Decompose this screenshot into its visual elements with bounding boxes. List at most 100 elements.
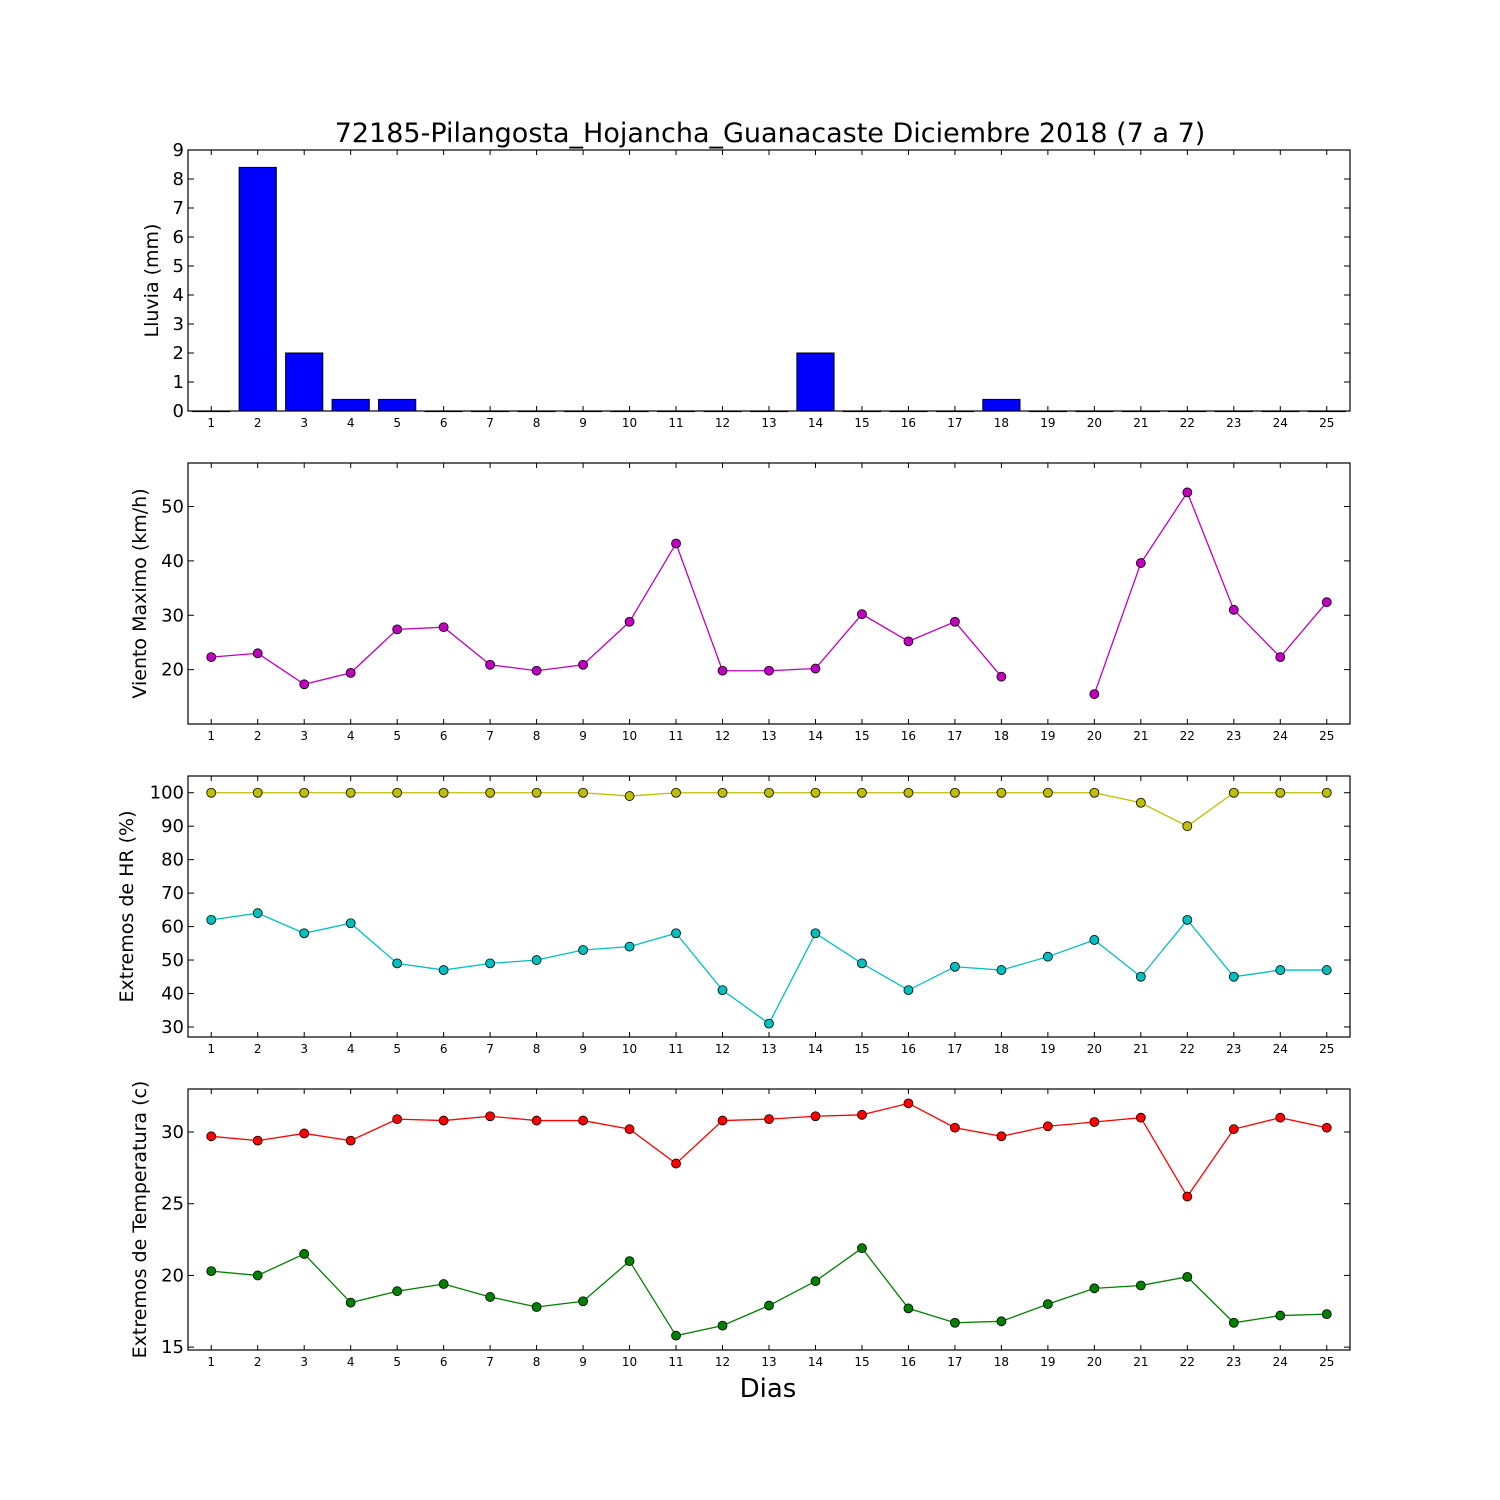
temperature-series-1-point: [903, 1303, 914, 1314]
rain-bar: [424, 410, 463, 413]
humidity-xtick-label: 12: [715, 1042, 730, 1056]
rain-xtick-label: 16: [901, 416, 916, 430]
humidity-series-0-point: [345, 787, 356, 798]
humidity-series-1-point: [392, 958, 403, 969]
humidity-series-0-point: [1135, 797, 1146, 808]
humidity-series-1-point: [1275, 965, 1286, 975]
wind-ytick-label: 30: [161, 605, 184, 626]
temperature-y-axis-label: Extremos de Temperatura (c): [129, 1081, 151, 1359]
humidity-ytick-label: 30: [161, 1017, 184, 1038]
wind-series-0-point: [299, 679, 310, 690]
temperature-series-1-point: [345, 1297, 356, 1308]
wind-xtick-label: 1: [207, 729, 215, 743]
rain-xtick-label: 18: [994, 416, 1009, 430]
wind-series-0-line: [1093, 490, 1328, 695]
wind-series-0-point: [996, 671, 1007, 682]
rain-bar: [192, 410, 231, 413]
humidity-series-0-point: [717, 787, 728, 798]
rain-xtick-label: 6: [440, 416, 448, 430]
wind-xtick-label: 24: [1273, 729, 1288, 743]
humidity-series-1-point: [1182, 914, 1193, 925]
rain-ytick-label: 9: [173, 140, 184, 161]
humidity-series-0-point: [1089, 787, 1100, 798]
humidity-xtick-label: 6: [440, 1042, 448, 1056]
rain-xtick-label: 15: [854, 416, 869, 430]
rain-ytick-label: 5: [173, 256, 184, 277]
temperature-ytick-label: 20: [161, 1265, 184, 1286]
rain-panel: Lluvia (mm) 1 2 3 4 5 6 7 8 9 10 11 12 13 14 15 16 17 18 1…: [141, 140, 1351, 430]
humidity-series-0-point: [531, 787, 542, 798]
humidity-xtick-label: 14: [808, 1042, 823, 1056]
wind-series-0-point: [1135, 558, 1146, 568]
wind-xtick-label: 11: [668, 729, 683, 743]
wind-xtick-label: 15: [854, 729, 869, 743]
wind-xtick-label: 13: [761, 729, 776, 743]
temperature-series-1-line: [211, 1247, 1327, 1337]
rain-ytick-label: 2: [173, 343, 184, 364]
rain-xtick-label: 1: [207, 416, 215, 430]
temperature-series-0-point: [1089, 1117, 1100, 1127]
humidity-series-0-point: [624, 791, 635, 801]
temperature-xtick-label: 9: [579, 1355, 587, 1369]
humidity-series-0-point: [1042, 787, 1053, 798]
temperature-series-1-point: [299, 1249, 310, 1259]
rain-bar: [285, 352, 324, 412]
humidity-series-1-point: [1089, 935, 1100, 945]
rain-bar: [517, 410, 556, 413]
wind-plot-frame: [187, 462, 1351, 725]
rain-ytick-label: 6: [173, 227, 184, 248]
rain-xtick-label: 3: [300, 416, 308, 430]
rain-bar: [238, 166, 277, 412]
rain-xtick-label: 14: [808, 416, 823, 430]
temperature-series-1-point: [578, 1296, 588, 1307]
rain-xtick-label: 10: [622, 416, 637, 430]
humidity-series-0-point: [810, 787, 821, 798]
humidity-series-0-point: [438, 787, 449, 798]
humidity-series-0-point: [1275, 787, 1286, 798]
wind-xtick-label: 14: [808, 729, 823, 743]
temperature-xtick-label: 2: [254, 1355, 262, 1369]
rain-bar: [703, 410, 742, 413]
temperature-xtick-label: 15: [854, 1355, 869, 1369]
humidity-series-0-point: [996, 787, 1007, 798]
rain-xtick-label: 7: [486, 416, 494, 430]
temperature-series-0-point: [345, 1135, 356, 1146]
wind-xtick-label: 8: [533, 729, 541, 743]
temperature-series-1-point: [624, 1256, 635, 1266]
wind-series-0-point: [1275, 652, 1286, 663]
humidity-xtick-label: 5: [393, 1042, 401, 1056]
temperature-xtick-label: 3: [300, 1355, 308, 1369]
wind-series-0-point: [1228, 604, 1239, 615]
wind-series-0-point: [903, 636, 914, 647]
temperature-series-0-point: [531, 1115, 542, 1126]
rain-xtick-label: 2: [254, 416, 262, 430]
humidity-xtick-label: 20: [1087, 1042, 1102, 1056]
temperature-series-0-point: [578, 1115, 588, 1126]
temperature-xtick-label: 13: [761, 1355, 776, 1369]
humidity-xtick-label: 9: [579, 1042, 587, 1056]
temperature-series-1-point: [1135, 1280, 1146, 1291]
wind-y-axis-label: Viento Maximo (km/h): [129, 488, 151, 698]
humidity-xtick-label: 10: [622, 1042, 637, 1056]
temperature-series-0-point: [299, 1128, 310, 1139]
wind-xtick-label: 17: [947, 729, 962, 743]
temperature-series-1-point: [950, 1317, 960, 1328]
wind-xtick-label: 3: [300, 729, 308, 743]
humidity-series-1-point: [345, 918, 356, 929]
temperature-xtick-label: 22: [1180, 1355, 1195, 1369]
humidity-series-0-point: [252, 787, 263, 798]
humidity-series-0-point: [857, 787, 867, 798]
humidity-y-axis-label: Extremos de HR (%): [116, 810, 138, 1002]
temperature-series-1-point: [206, 1266, 217, 1277]
humidity-series-1-point: [1135, 971, 1146, 982]
temperature-series-1-point: [1275, 1310, 1286, 1321]
humidity-series-1-point: [299, 928, 310, 939]
temperature-series-1-point: [717, 1320, 728, 1331]
rain-bar: [1075, 410, 1114, 413]
humidity-xtick-label: 18: [994, 1042, 1009, 1056]
wind-series-0-point: [1089, 689, 1100, 699]
humidity-series-0-point: [578, 787, 588, 798]
humidity-series-1-line: [211, 912, 1327, 1025]
humidity-xtick-label: 15: [854, 1042, 869, 1056]
